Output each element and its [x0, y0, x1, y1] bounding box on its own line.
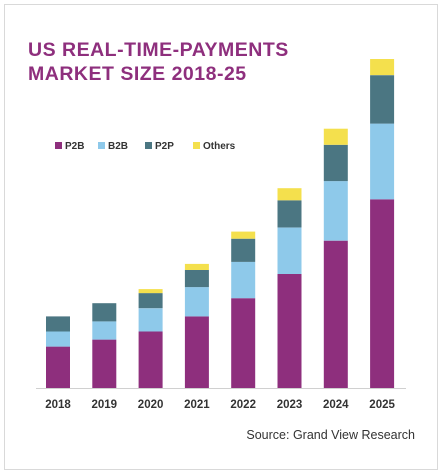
bar-p2p-2020	[138, 293, 163, 309]
bar-p2b-2019	[92, 339, 117, 388]
chart-bars	[46, 59, 395, 388]
bar-others-2025	[370, 59, 395, 76]
x-tick-label-2020: 2020	[138, 399, 164, 411]
chart-title-line-1: US REAL-TIME-PAYMENTS	[28, 39, 289, 61]
bar-b2b-2018	[46, 331, 70, 347]
bar-others-2024	[323, 128, 348, 145]
bar-b2b-2019	[92, 321, 117, 340]
bar-p2p-2023	[277, 200, 302, 228]
bar-b2b-2022	[231, 261, 256, 299]
bar-b2b-2025	[370, 123, 395, 200]
bar-b2b-2024	[323, 181, 348, 241]
legend-label-others: Others	[203, 141, 236, 152]
bar-p2b-2022	[231, 298, 256, 388]
bar-p2b-2018	[46, 346, 70, 388]
x-tick-label-2018: 2018	[45, 399, 71, 411]
bar-p2b-2023	[277, 274, 302, 388]
bar-p2p-2018	[46, 316, 70, 332]
bar-others-2022	[231, 231, 256, 239]
x-tick-label-2022: 2022	[230, 399, 256, 411]
bar-p2p-2022	[231, 238, 256, 262]
bar-p2p-2021	[184, 269, 209, 288]
legend-label-p2p: P2P	[155, 141, 174, 152]
legend-label-b2b: B2B	[108, 141, 128, 152]
x-tick-label-2021: 2021	[184, 399, 210, 411]
legend-swatch-p2b	[55, 142, 62, 149]
x-axis-ticks: 2018 2019 2020 2021 2022 2023 2024 2025	[45, 399, 395, 411]
bar-others-2021	[184, 263, 209, 270]
chart-card	[4, 4, 438, 470]
bar-b2b-2021	[184, 287, 209, 317]
chart-title-line-2: MARKET SIZE 2018-25	[28, 63, 247, 85]
chart-legend: P2B B2B P2P Others	[55, 141, 236, 152]
bar-p2b-2025	[370, 199, 395, 388]
legend-label-p2b: P2B	[65, 141, 84, 152]
bar-p2p-2019	[92, 303, 117, 322]
bar-p2p-2025	[370, 75, 395, 124]
x-tick-label-2025: 2025	[369, 399, 395, 411]
bar-b2b-2023	[277, 227, 302, 274]
bar-p2b-2020	[138, 331, 163, 388]
x-tick-label-2019: 2019	[92, 399, 118, 411]
legend-swatch-others	[193, 142, 200, 149]
x-tick-label-2023: 2023	[277, 399, 303, 411]
source-note: Source: Grand View Research	[246, 428, 415, 442]
legend-swatch-p2p	[145, 142, 152, 149]
bar-others-2020	[138, 289, 163, 294]
bar-p2b-2021	[184, 316, 209, 388]
x-tick-label-2024: 2024	[323, 399, 349, 411]
bar-others-2023	[277, 188, 302, 201]
chart-title: US REAL-TIME-PAYMENTS MARKET SIZE 2018-2…	[28, 38, 358, 86]
bar-p2b-2024	[323, 240, 348, 388]
bar-b2b-2020	[138, 308, 163, 332]
legend-swatch-b2b	[98, 142, 105, 149]
bar-p2p-2024	[323, 144, 348, 182]
